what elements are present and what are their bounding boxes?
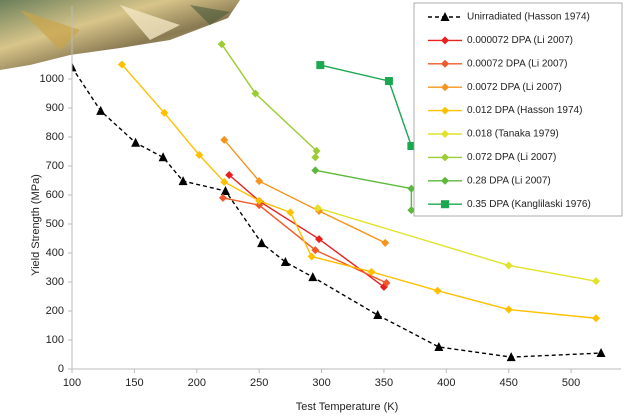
y-tick-label: 0	[58, 363, 64, 375]
marker	[441, 130, 449, 138]
marker	[440, 12, 450, 21]
series-line	[315, 169, 413, 211]
marker	[441, 83, 449, 92]
marker	[316, 61, 325, 70]
marker	[195, 150, 204, 159]
marker	[251, 89, 260, 98]
x-tick-label: 100	[63, 377, 81, 389]
marker	[308, 272, 318, 282]
y-tick-label: 100	[46, 334, 64, 346]
x-tick-label: 300	[312, 377, 330, 389]
x-tick-label: 200	[188, 377, 206, 389]
x-tick-label: 450	[500, 377, 518, 389]
legend-label: Unirradiated (Hasson 1974)	[467, 12, 590, 23]
marker	[96, 105, 106, 115]
marker	[311, 166, 320, 175]
x-axis-title: Test Temperature (K)	[296, 401, 399, 413]
marker	[280, 256, 290, 266]
legend-label: 0.35 DPA (Kanglilaski 1976)	[467, 199, 591, 210]
marker	[255, 201, 264, 210]
legend-label: 0.018 (Tanaka 1979)	[467, 129, 559, 140]
marker	[225, 170, 234, 179]
marker	[220, 135, 229, 144]
marker	[592, 314, 601, 323]
marker	[596, 348, 606, 358]
marker	[441, 59, 449, 68]
marker	[441, 106, 449, 115]
y-tick-label: 400	[46, 247, 64, 259]
marker	[220, 185, 230, 195]
marker	[311, 246, 320, 255]
marker	[158, 152, 168, 162]
y-tick-label: 800	[46, 131, 64, 143]
marker	[311, 153, 320, 162]
marker	[407, 184, 416, 193]
marker	[504, 261, 513, 270]
series-line	[228, 174, 385, 288]
legend-label: 0.012 DPA (Hasson 1974)	[467, 105, 582, 116]
marker	[178, 176, 188, 186]
marker	[117, 60, 126, 69]
marker	[131, 137, 141, 147]
y-tick-label: 700	[46, 160, 64, 172]
legend-label: 0.28 DPA (Li 2007)	[467, 175, 551, 186]
marker	[160, 108, 169, 117]
marker	[72, 62, 77, 72]
marker	[441, 36, 449, 45]
plot-area	[72, 40, 606, 362]
marker	[441, 176, 449, 185]
y-tick-label: 600	[46, 189, 64, 201]
marker	[217, 40, 226, 49]
x-tick-label: 400	[437, 377, 455, 389]
legend-label: 0.0072 DPA (Li 2007)	[467, 82, 562, 93]
marker	[218, 193, 227, 202]
y-tick-label: 300	[46, 276, 64, 288]
y-tick-label: 200	[46, 305, 64, 317]
marker	[504, 305, 513, 314]
series-line	[223, 139, 386, 244]
y-tick-label: 500	[46, 218, 64, 230]
marker	[312, 146, 321, 155]
marker	[434, 341, 444, 351]
x-tick-label: 500	[562, 377, 580, 389]
y-tick-label: 900	[46, 102, 64, 114]
marker	[592, 277, 601, 286]
marker	[255, 196, 264, 205]
legend-label: 0.072 DPA (Li 2007)	[467, 152, 556, 163]
x-tick-label: 250	[250, 377, 268, 389]
photo-inset	[0, 0, 240, 70]
legend-label: 0.000072 DPA (Li 2007)	[467, 35, 573, 46]
x-tick-label: 150	[125, 377, 143, 389]
marker	[313, 204, 322, 213]
marker	[315, 235, 324, 244]
marker	[441, 200, 449, 209]
marker	[255, 177, 264, 186]
marker	[407, 206, 416, 215]
marker	[307, 252, 316, 261]
marker	[373, 310, 383, 320]
marker	[367, 267, 376, 276]
marker	[506, 352, 516, 362]
series-line	[320, 64, 413, 147]
marker	[220, 177, 229, 186]
marker	[257, 238, 267, 248]
y-tick-label: 1000	[40, 73, 64, 85]
marker	[381, 238, 390, 247]
x-tick-label: 350	[375, 377, 393, 389]
marker	[433, 286, 442, 295]
series-line	[221, 43, 318, 158]
marker	[384, 77, 393, 86]
marker	[407, 141, 416, 150]
legend-label: 0.00072 DPA (Li 2007)	[467, 58, 567, 69]
y-axis-title: Yield Strength (MPa)	[30, 174, 42, 276]
marker	[382, 278, 391, 287]
marker	[286, 208, 295, 217]
marker	[441, 153, 449, 162]
